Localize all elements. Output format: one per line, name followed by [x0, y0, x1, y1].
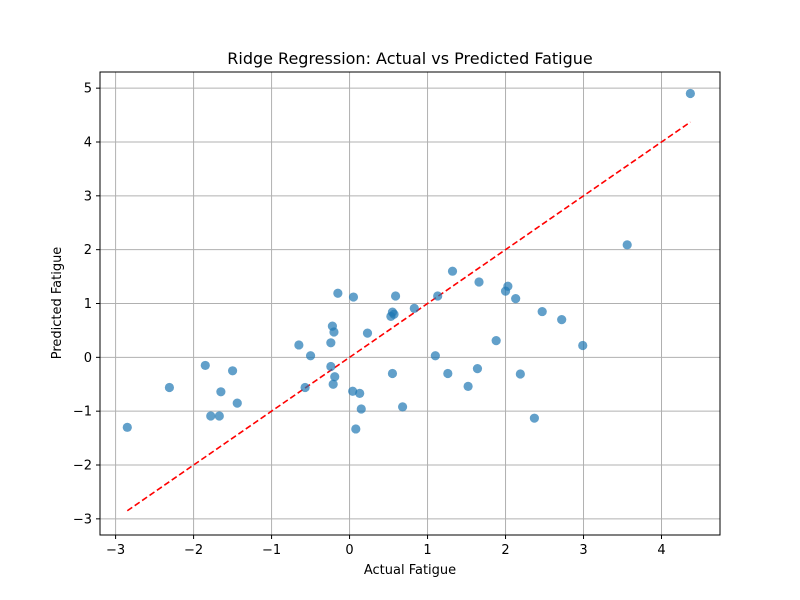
scatter-point: [355, 388, 365, 399]
x-axis-label: Actual Fatigue: [364, 563, 456, 578]
y-tick-label: 4: [84, 135, 92, 150]
scatter-point: [300, 382, 310, 393]
y-tick-label: −1: [73, 405, 92, 420]
scatter-point: [351, 424, 361, 434]
scatter-point: [472, 364, 483, 374]
x-tick-label: −3: [106, 543, 125, 558]
x-tick-label: 0: [345, 543, 353, 558]
scatter-point: [433, 291, 443, 301]
grid: [100, 72, 720, 535]
scatter-point: [216, 387, 226, 397]
scatter-point: [529, 413, 539, 423]
scatter-point: [387, 368, 398, 379]
scatter-point: [578, 340, 588, 351]
scatter-point: [537, 306, 547, 317]
scatter-point: [390, 291, 401, 301]
scatter-point: [515, 369, 525, 379]
y-tick-label: −2: [73, 459, 92, 474]
reference-diagonal-line: [126, 121, 691, 512]
scatter-point: [491, 336, 501, 346]
x-axis-ticks: −3 −2 −1 0 1 2 3 4: [106, 535, 666, 558]
scatter-point: [389, 309, 399, 319]
scatter-point: [326, 338, 336, 348]
scatter-point: [430, 351, 440, 361]
scatter-point: [474, 277, 484, 287]
scatter-point: [397, 402, 408, 412]
scatter-points: [122, 88, 695, 434]
scatter-point: [511, 294, 521, 304]
scatter-point: [328, 379, 338, 389]
scatter-point: [503, 281, 513, 291]
x-tick-label: 4: [657, 543, 665, 558]
scatter-point: [348, 386, 358, 396]
scatter-point: [294, 340, 304, 350]
scatter-point: [348, 292, 359, 302]
scatter-point: [200, 360, 210, 371]
scatter-point: [463, 381, 473, 392]
scatter-point: [326, 361, 336, 372]
scatter-point: [685, 88, 695, 99]
y-axis-ticks: −3 −2 −1 0 1 2 3 4 5: [73, 82, 100, 527]
x-tick-label: 1: [423, 543, 431, 558]
x-tick-label: 3: [579, 543, 587, 558]
y-tick-label: 2: [84, 243, 92, 258]
reference-line-layer: [126, 121, 691, 512]
chart-title: Ridge Regression: Actual vs Predicted Fa…: [227, 49, 593, 68]
y-tick-label: −3: [73, 512, 92, 527]
y-tick-label: 1: [84, 297, 92, 312]
scatter-point: [362, 328, 373, 338]
scatter-point: [305, 351, 316, 361]
y-tick-label: 0: [84, 351, 92, 366]
scatter-point: [333, 288, 343, 298]
scatter-point: [447, 266, 458, 276]
scatter-point: [409, 303, 419, 313]
scatter-point: [232, 398, 242, 408]
scatter-point: [214, 411, 224, 421]
scatter-point: [206, 411, 216, 421]
x-tick-label: 2: [501, 543, 509, 558]
x-tick-label: −1: [262, 543, 281, 558]
y-tick-label: 3: [84, 189, 92, 204]
scatter-point: [622, 240, 632, 250]
scatter-point: [330, 372, 340, 382]
scatter-point: [227, 366, 238, 376]
scatter-point: [329, 327, 339, 337]
scatter-point: [164, 382, 175, 393]
y-axis-label: Predicted Fatigue: [50, 247, 65, 360]
scatter-point: [122, 422, 132, 432]
x-tick-label: −2: [184, 543, 203, 558]
scatter-point: [557, 315, 567, 325]
scatter-point: [356, 404, 366, 414]
y-tick-label: 5: [84, 82, 92, 97]
scatter-point: [443, 368, 453, 379]
